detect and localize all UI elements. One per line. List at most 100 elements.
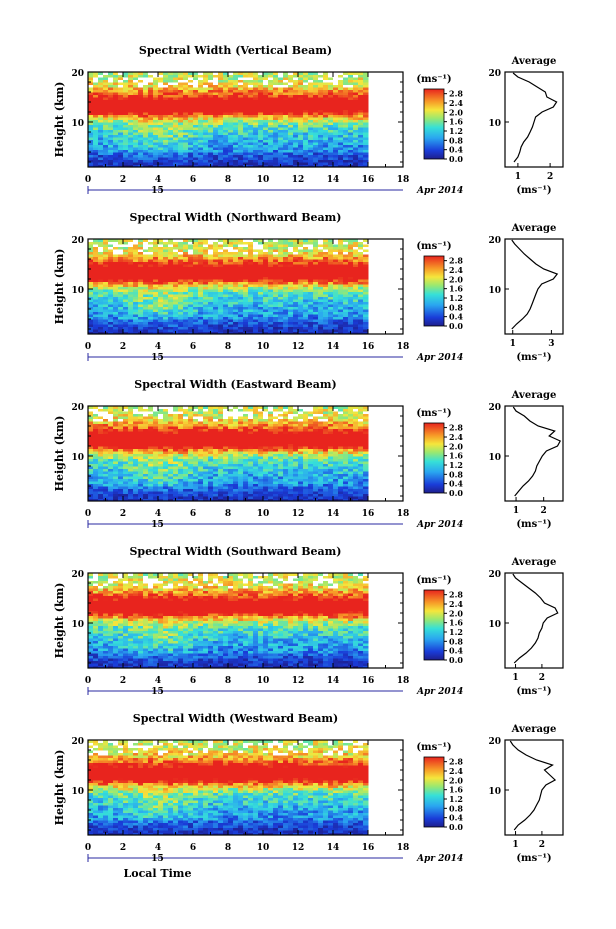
heatmap-cell <box>118 411 124 414</box>
heatmap-cell <box>273 74 279 78</box>
heatmap-cell <box>273 289 279 292</box>
heatmap-cell <box>243 109 249 113</box>
heatmap-cell <box>273 239 279 242</box>
heatmap-cell <box>283 276 289 280</box>
heatmap-cell <box>333 127 339 130</box>
heatmap-cell <box>88 117 94 120</box>
heatmap-cell <box>188 254 194 257</box>
heatmap-cell <box>318 152 324 155</box>
heatmap-cell <box>243 132 249 135</box>
heatmap-cell <box>133 314 139 317</box>
heatmap-cell <box>298 274 304 277</box>
heatmap-cell <box>153 134 159 138</box>
heatmap-cell <box>203 89 209 93</box>
heatmap-cell <box>338 122 344 125</box>
heatmap-cell <box>358 244 364 247</box>
heatmap-cell <box>293 326 299 330</box>
heatmap-cell <box>113 256 119 260</box>
heatmap-cell <box>288 244 294 247</box>
heatmap-cell <box>283 324 289 327</box>
heatmap-cell <box>268 256 274 260</box>
heatmap-cell <box>233 94 239 98</box>
heatmap-cell <box>338 164 344 168</box>
heatmap-cell <box>268 132 274 135</box>
heatmap-cell <box>353 301 359 305</box>
heatmap-cell <box>163 326 169 330</box>
heatmap-cell <box>203 99 209 103</box>
heatmap-cell <box>333 139 339 143</box>
heatmap-cell <box>153 301 159 305</box>
heatmap-cell <box>228 326 234 330</box>
heatmap-cell <box>188 114 194 118</box>
heatmap-cell <box>118 433 124 437</box>
heatmap-cell <box>143 77 149 80</box>
heatmap-cell <box>203 149 209 153</box>
heatmap-cell <box>143 94 149 98</box>
heatmap-cell <box>133 102 139 105</box>
heatmap-cell <box>298 321 304 325</box>
heatmap-cell <box>193 321 199 325</box>
heatmap-cell <box>353 264 359 267</box>
heatmap-cell <box>238 246 244 250</box>
heatmap-cell <box>338 84 344 88</box>
heatmap-cell <box>178 74 184 78</box>
heatmap-cell <box>213 154 219 158</box>
heatmap-cell <box>313 159 319 163</box>
heatmap-cell <box>88 304 94 307</box>
heatmap-cell <box>253 326 259 330</box>
heatmap-cell <box>348 301 354 305</box>
heatmap-cell <box>108 421 114 424</box>
heatmap-cell <box>218 269 224 272</box>
heatmap-cell <box>353 142 359 145</box>
heatmap-cell <box>353 324 359 327</box>
heatmap-cell <box>288 132 294 135</box>
heatmap-cell <box>158 256 164 260</box>
heatmap-cell <box>128 162 134 165</box>
heatmap-cell <box>268 127 274 130</box>
heatmap-cell <box>348 114 354 118</box>
heatmap-cell <box>338 289 344 292</box>
heatmap-cell <box>158 144 164 148</box>
heatmap-cell <box>88 134 94 138</box>
heatmap-cell <box>173 99 179 103</box>
heatmap-cell <box>193 324 199 327</box>
heatmap-cell <box>248 299 254 302</box>
heatmap-cell <box>358 266 364 270</box>
heatmap-cell <box>358 314 364 317</box>
heatmap-cell <box>268 284 274 287</box>
heatmap-cell <box>108 104 114 108</box>
heatmap-cell <box>193 97 199 100</box>
heatmap-cell <box>88 97 94 100</box>
heatmap-cell <box>178 244 184 247</box>
heatmap-cell <box>128 466 134 469</box>
heatmap-cell <box>318 137 324 140</box>
heatmap-cell <box>108 498 114 502</box>
heatmap-cell <box>123 453 129 457</box>
heatmap-cell <box>168 164 174 168</box>
heatmap-cell <box>93 423 99 427</box>
heatmap-cell <box>228 139 234 143</box>
heatmap-cell <box>163 281 169 285</box>
heatmap-cell <box>138 329 144 332</box>
heatmap-cell <box>253 149 259 153</box>
heatmap-cell <box>168 246 174 250</box>
heatmap-cell <box>198 162 204 165</box>
heatmap-cell <box>168 162 174 165</box>
heatmap-cell <box>363 114 369 118</box>
heatmap-cell <box>138 129 144 133</box>
heatmap-cell <box>128 291 134 295</box>
heatmap-cell <box>293 316 299 320</box>
heatmap-cell <box>258 279 264 282</box>
heatmap-cell <box>338 309 344 312</box>
heatmap-cell <box>193 84 199 88</box>
heatmap-cell <box>203 152 209 155</box>
heatmap-cell <box>158 154 164 158</box>
heatmap-cell <box>108 97 114 100</box>
heatmap-cell <box>143 498 149 502</box>
heatmap-cell <box>238 137 244 140</box>
heatmap-cell <box>223 309 229 312</box>
heatmap-cell <box>263 281 269 285</box>
heatmap-cell <box>98 266 104 270</box>
heatmap-cell <box>98 456 104 459</box>
heatmap-cell <box>113 433 119 437</box>
